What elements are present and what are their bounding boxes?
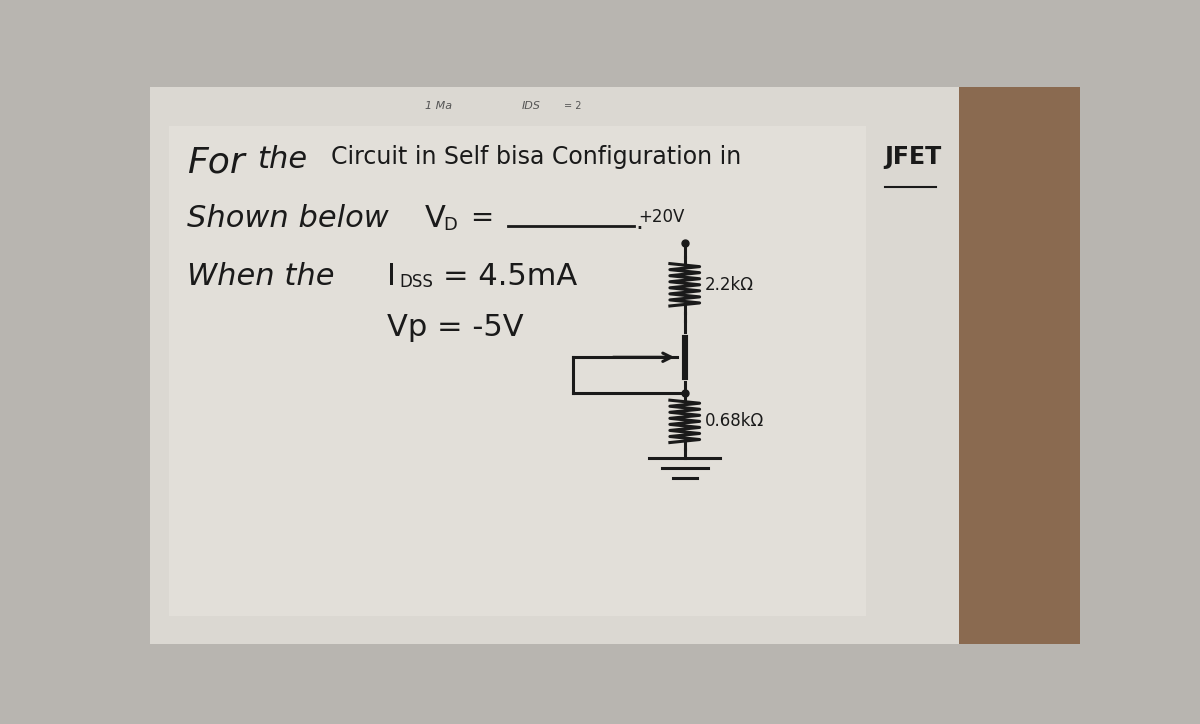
Text: JFET: JFET <box>884 146 942 169</box>
Text: D: D <box>443 216 457 235</box>
Text: Vp = -5V: Vp = -5V <box>388 313 523 342</box>
Text: +20V: +20V <box>638 209 685 226</box>
Text: =: = <box>462 204 503 232</box>
Text: When the: When the <box>187 263 335 292</box>
Text: I: I <box>388 263 396 292</box>
Text: the: the <box>257 146 307 174</box>
Text: 2.2kΩ: 2.2kΩ <box>706 276 755 294</box>
Text: 0.68kΩ: 0.68kΩ <box>706 413 764 430</box>
Text: IDS: IDS <box>522 101 541 111</box>
Text: V: V <box>425 204 445 233</box>
Text: Shown below: Shown below <box>187 204 389 233</box>
Bar <box>959 87 1080 644</box>
Bar <box>168 126 866 617</box>
Text: = 4.5mA: = 4.5mA <box>443 263 577 292</box>
Text: For: For <box>187 146 245 180</box>
Text: = 2: = 2 <box>564 101 582 111</box>
Bar <box>150 87 959 644</box>
Text: DSS: DSS <box>400 272 433 290</box>
Text: Circuit in Self bisa Configuration in: Circuit in Self bisa Configuration in <box>331 146 742 169</box>
Text: 1 Ma: 1 Ma <box>425 101 452 111</box>
Text: .: . <box>636 209 643 234</box>
